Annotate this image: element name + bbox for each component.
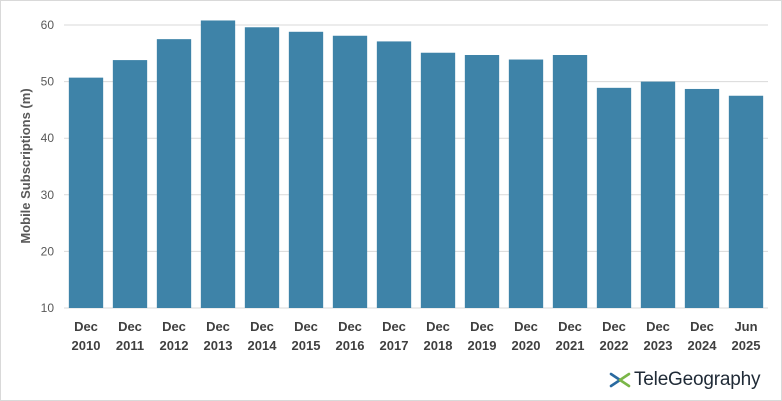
x-tick-label-line2: 2012 (160, 338, 189, 353)
bar (420, 52, 456, 308)
bar (156, 39, 192, 309)
x-tick-label-line1: Dec (382, 319, 406, 334)
x-tick-label-line1: Dec (470, 319, 494, 334)
bar (552, 54, 588, 308)
bar (464, 54, 500, 308)
x-tick-label-line2: 2020 (512, 338, 541, 353)
x-axis-ticks: Dec 2010 Dec 2011 Dec 2012 Dec 2013 Dec 2014 Dec 20… (72, 319, 761, 353)
x-tick-label-line2: 2010 (72, 338, 101, 353)
x-tick-label-line2: 2016 (336, 338, 365, 353)
x-tick-label-line1: Dec (338, 319, 362, 334)
y-tick-label: 10 (41, 301, 55, 315)
x-tick-label-line1: Jun (734, 319, 757, 334)
x-tick-label-line2: 2017 (380, 338, 409, 353)
x-tick-label-line2: 2024 (688, 338, 718, 353)
x-tick-label: Dec 2012 (160, 319, 189, 353)
x-tick-label-line1: Dec (250, 319, 274, 334)
x-tick-label-line2: 2018 (424, 338, 453, 353)
x-tick-label-line1: Dec (74, 319, 98, 334)
x-tick-label: Dec 2023 (644, 319, 673, 353)
x-tick-label: Dec 2021 (556, 319, 585, 353)
x-tick-label: Dec 2020 (512, 319, 541, 353)
y-tick-label: 30 (41, 188, 55, 202)
y-axis-ticks: 10 20 30 40 50 60 (41, 18, 55, 315)
x-tick-label-line1: Dec (426, 319, 450, 334)
x-tick-label-line1: Dec (558, 319, 582, 334)
y-tick-label: 60 (41, 18, 55, 32)
x-tick-label-line1: Dec (646, 319, 670, 334)
x-tick-label: Dec 2016 (336, 319, 365, 353)
y-axis-label: Mobile Subscriptions (m) (18, 88, 33, 243)
x-tick-label: Dec 2024 (688, 319, 718, 353)
x-tick-label-line2: 2014 (248, 338, 278, 353)
x-tick-label: Dec 2017 (380, 319, 409, 353)
bar (596, 87, 632, 309)
bar (244, 27, 280, 308)
bar (68, 77, 104, 308)
bar (112, 60, 148, 309)
telegeography-logo-icon (609, 372, 631, 388)
x-tick-label-line2: 2013 (204, 338, 233, 353)
x-tick-label-line2: 2025 (732, 338, 761, 353)
x-tick-label-line1: Dec (294, 319, 318, 334)
x-tick-label: Dec 2013 (204, 319, 233, 353)
x-tick-label-line2: 2019 (468, 338, 497, 353)
x-tick-label-line2: 2021 (556, 338, 585, 353)
x-tick-label-line1: Dec (206, 319, 230, 334)
logo-text: TeleGeography (634, 369, 761, 390)
bar (640, 81, 676, 308)
y-tick-label: 20 (41, 244, 55, 258)
y-tick-label: 50 (41, 75, 55, 89)
x-tick-label-line2: 2023 (644, 338, 673, 353)
x-tick-label: Dec 2019 (468, 319, 497, 353)
bar (288, 31, 324, 309)
x-tick-label: Dec 2011 (116, 319, 144, 353)
x-tick-label: Jun 2025 (732, 319, 761, 353)
x-tick-label-line1: Dec (602, 319, 626, 334)
telegeography-logo: TeleGeography (609, 367, 760, 393)
x-tick-label: Dec 2022 (600, 319, 629, 353)
bar (332, 35, 368, 309)
x-tick-label-line1: Dec (690, 319, 714, 334)
bar (728, 95, 764, 308)
bar (200, 20, 236, 309)
bars (68, 20, 764, 309)
x-tick-label: Dec 2010 (72, 319, 101, 353)
x-tick-label-line2: 2011 (116, 338, 144, 353)
x-tick-label-line1: Dec (118, 319, 142, 334)
y-tick-label: 40 (41, 131, 55, 145)
bar (508, 59, 544, 308)
x-tick-label-line1: Dec (514, 319, 538, 334)
bar (376, 41, 412, 308)
x-tick-label-line1: Dec (162, 319, 186, 334)
bar (684, 88, 720, 308)
x-tick-label: Dec 2014 (248, 319, 278, 353)
x-tick-label-line2: 2015 (292, 338, 321, 353)
x-tick-label-line2: 2022 (600, 338, 629, 353)
x-tick-label: Dec 2018 (424, 319, 453, 353)
x-tick-label: Dec 2015 (292, 319, 321, 353)
